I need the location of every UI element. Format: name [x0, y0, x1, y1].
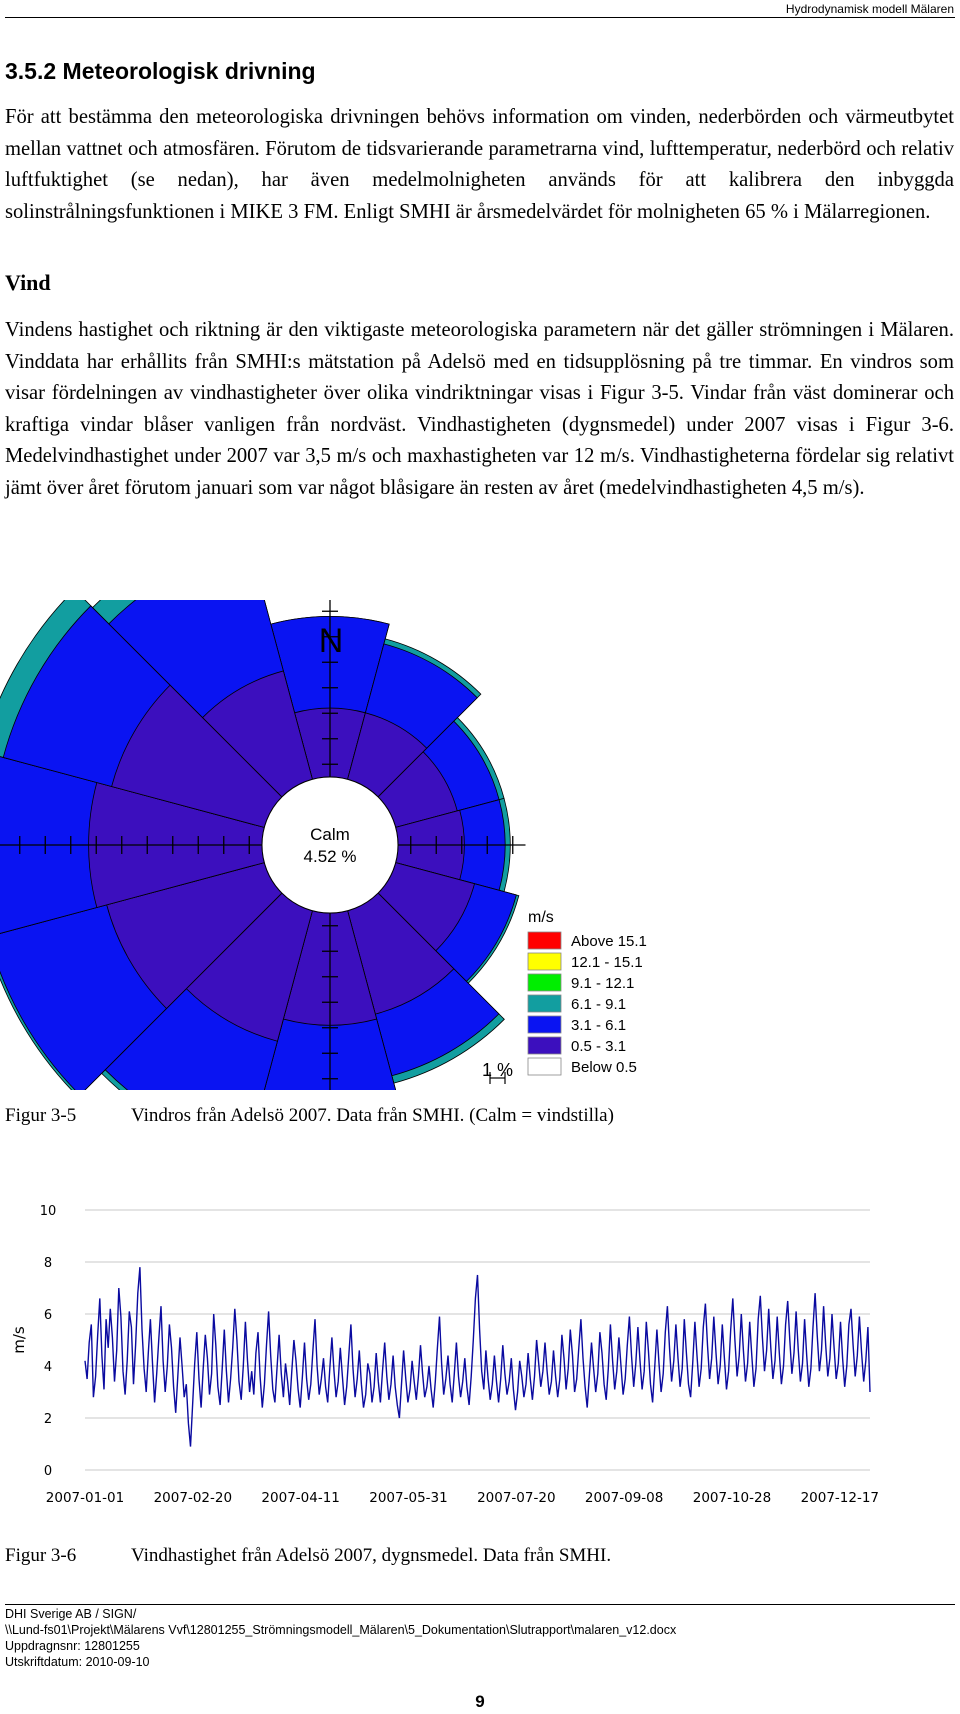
- series-wind-speed: [84, 1267, 871, 1447]
- footer-divider: [5, 1604, 955, 1605]
- legend-label-6: Below 0.5: [571, 1059, 637, 1076]
- footer-line-3: Uppdragnsnr: 12801255: [5, 1639, 140, 1653]
- x-tick-5: 2007-09-08: [585, 1490, 663, 1506]
- legend-swatch-4: [527, 1015, 562, 1034]
- intro-paragraph: För att bestämma den meteorologiska driv…: [5, 106, 954, 223]
- figure-3-6-caption: Figur 3-6 Vindhastighet från Adelsö 2007,…: [5, 1545, 611, 1567]
- running-header: Hydrodynamisk modell Mälaren: [785, 2, 954, 16]
- legend-label-3: 6.1 - 9.1: [571, 996, 626, 1013]
- north-label: N: [319, 622, 344, 660]
- scale-label: 1 %: [482, 1060, 513, 1080]
- vind-paragraph: Vindens hastighet och riktning är den vi…: [5, 319, 954, 499]
- x-tick-4: 2007-07-20: [477, 1490, 555, 1506]
- scale-bar: 1 %: [482, 1060, 513, 1084]
- y-tick-4: 4: [44, 1360, 52, 1375]
- x-tick-0: 2007-01-01: [46, 1490, 124, 1506]
- figure-3-6-number: Figur 3-6: [5, 1545, 77, 1566]
- calm-label: Calm: [310, 825, 350, 844]
- legend-title: m/s: [528, 909, 554, 926]
- x-tick-labels: 2007-01-01 2007-02-20 2007-04-11 2007-05-31…: [46, 1490, 879, 1506]
- wind-rose-legend: m/s Above 15.1 12.1 - 15.1 9.1 - 12.1 6.1 -…: [527, 909, 647, 1076]
- footer-line-4: Utskriftdatum: 2010-09-10: [5, 1655, 150, 1669]
- legend-label-1: 12.1 - 15.1: [571, 954, 643, 971]
- legend-label-5: 0.5 - 3.1: [571, 1038, 626, 1055]
- legend-swatch-0: [527, 931, 562, 950]
- x-tick-3: 2007-05-31: [369, 1490, 447, 1506]
- footer: DHI Sverige AB / SIGN/ \\Lund-fs01\Proje…: [5, 1606, 676, 1670]
- x-tick-1: 2007-02-20: [154, 1490, 232, 1506]
- figure-3-5-text: Vindros från Adelsö 2007. Data från SMHI…: [131, 1105, 614, 1126]
- y-gridlines: [85, 1209, 870, 1471]
- legend-swatch-6: [527, 1057, 562, 1076]
- wind-rose-chart: Calm 4.52 % N m/s Above 15.1 12.1 - 15.1 9…: [0, 600, 647, 1090]
- calm-circle: [261, 776, 399, 914]
- legend-swatch-1: [527, 952, 562, 971]
- figure-3-5-caption: Figur 3-5 Vindros från Adelsö 2007. Data …: [5, 1105, 614, 1127]
- legend-swatch-3: [527, 994, 562, 1013]
- legend-swatch-5: [527, 1036, 562, 1055]
- legend-label-0: Above 15.1: [571, 933, 647, 950]
- footer-line-1: DHI Sverige AB / SIGN/: [5, 1607, 137, 1621]
- header-divider: [5, 17, 955, 18]
- figure-3-5-number: Figur 3-5: [5, 1105, 77, 1126]
- figure-3-6-text: Vindhastighet från Adelsö 2007, dygnsmed…: [131, 1545, 612, 1566]
- y-tick-2: 2: [44, 1412, 52, 1427]
- y-tick-0: 0: [44, 1464, 52, 1479]
- y-tick-labels: 0 2 4 6 8 10: [40, 1204, 57, 1479]
- footer-line-2: \\Lund-fs01\Projekt\Mälarens Vvf\1280125…: [5, 1623, 677, 1637]
- y-tick-10: 10: [40, 1204, 57, 1219]
- y-tick-6: 6: [44, 1308, 52, 1323]
- subheading-vind: Vind: [5, 270, 51, 295]
- wind-rose-sectors: [0, 600, 520, 1090]
- legend-label-4: 3.1 - 6.1: [571, 1017, 626, 1034]
- x-tick-2: 2007-04-11: [261, 1490, 339, 1506]
- x-tick-6: 2007-10-28: [693, 1490, 771, 1506]
- page-number: 9: [475, 1692, 485, 1711]
- x-tick-7: 2007-12-17: [801, 1490, 879, 1506]
- section-title: 3.5.2 Meteorologisk drivning: [5, 58, 316, 84]
- wind-rose-axes: [0, 600, 526, 1090]
- legend-label-2: 9.1 - 12.1: [571, 975, 634, 992]
- y-axis-label: m/s: [10, 1326, 28, 1354]
- legend-swatch-2: [527, 973, 562, 992]
- calm-value: 4.52 %: [304, 847, 357, 866]
- y-tick-8: 8: [44, 1256, 52, 1271]
